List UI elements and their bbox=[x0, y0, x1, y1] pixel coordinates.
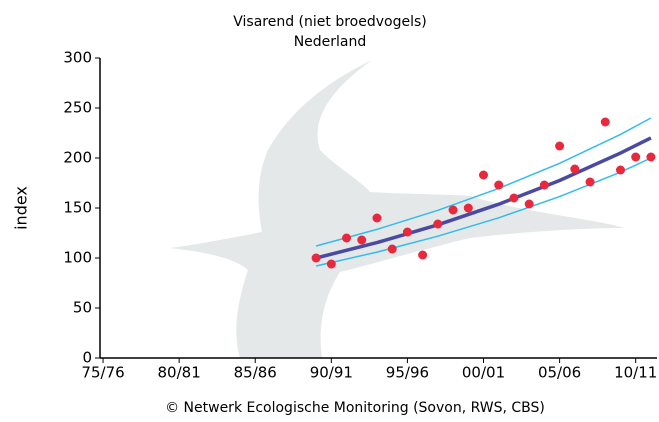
data-point bbox=[342, 233, 352, 243]
y-tick-label: 150 bbox=[63, 199, 92, 217]
footer: © Netwerk Ecologische Monitoring (Sovon,… bbox=[165, 400, 545, 416]
data-point bbox=[479, 170, 489, 180]
bird-silhouette bbox=[170, 60, 625, 358]
data-point bbox=[524, 199, 534, 209]
y-tick-label: 200 bbox=[63, 149, 92, 167]
y-tick-label: 300 bbox=[63, 49, 92, 67]
x-tick-label: 90/91 bbox=[310, 364, 353, 382]
data-point bbox=[372, 213, 382, 223]
x-tick-label: 75/76 bbox=[81, 364, 124, 382]
y-tick-label: 50 bbox=[73, 299, 92, 317]
x-tick-label: 05/06 bbox=[538, 364, 581, 382]
data-point bbox=[433, 219, 443, 229]
data-point bbox=[570, 164, 580, 174]
data-point bbox=[402, 227, 412, 237]
y-tick-label: 250 bbox=[63, 99, 92, 117]
data-point bbox=[326, 259, 336, 269]
x-tick-label: 10/11 bbox=[614, 364, 657, 382]
x-tick-label: 85/86 bbox=[234, 364, 277, 382]
data-point bbox=[646, 152, 656, 162]
data-point bbox=[387, 244, 397, 254]
chart-subtitle: Nederland bbox=[294, 34, 367, 50]
trend-line bbox=[315, 136, 652, 260]
data-point bbox=[448, 205, 458, 215]
data-point bbox=[418, 250, 428, 260]
x-tick-label: 95/96 bbox=[386, 364, 429, 382]
y-tick-label: 0 bbox=[82, 349, 92, 367]
x-tick-label: 00/01 bbox=[462, 364, 505, 382]
data-point bbox=[555, 141, 565, 151]
data-point bbox=[539, 180, 549, 190]
data-point bbox=[357, 235, 367, 245]
x-tick-label: 80/81 bbox=[158, 364, 201, 382]
data-point bbox=[585, 177, 595, 187]
data-point bbox=[494, 180, 504, 190]
data-point bbox=[615, 165, 625, 175]
y-axis-label: index bbox=[12, 186, 31, 230]
chart-title: Visarend (niet broedvogels) bbox=[233, 14, 426, 30]
data-point bbox=[600, 117, 610, 127]
data-point bbox=[509, 193, 519, 203]
data-point bbox=[631, 152, 641, 162]
data-point bbox=[311, 253, 321, 263]
data-point bbox=[463, 203, 473, 213]
y-tick-label: 100 bbox=[63, 249, 92, 267]
